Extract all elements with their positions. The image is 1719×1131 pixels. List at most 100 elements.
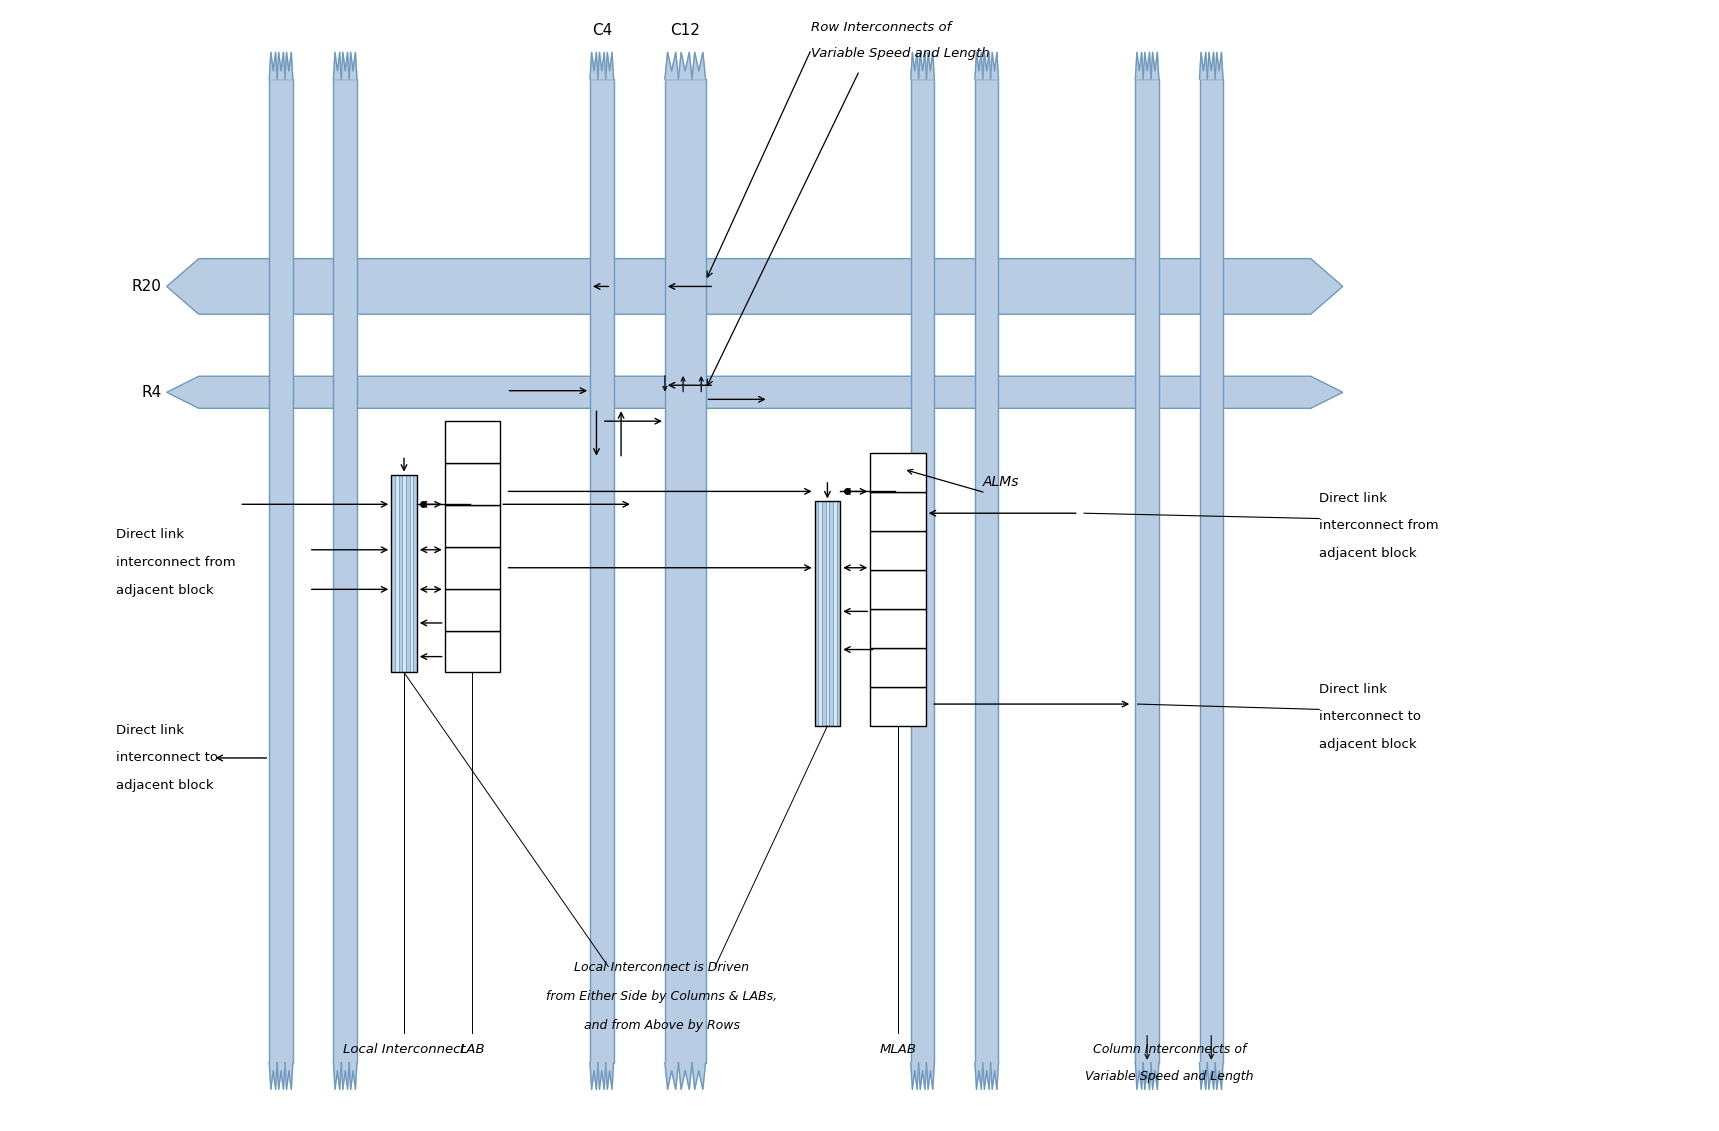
Bar <box>395 475 399 673</box>
Polygon shape <box>1215 52 1222 79</box>
Bar <box>445 588 500 631</box>
Polygon shape <box>277 1063 285 1089</box>
Polygon shape <box>679 1063 693 1089</box>
Polygon shape <box>590 1063 598 1089</box>
Bar <box>837 501 841 726</box>
Polygon shape <box>342 1063 349 1089</box>
Text: LAB: LAB <box>459 1044 485 1056</box>
Bar <box>392 475 416 673</box>
Text: MLAB: MLAB <box>880 1044 916 1056</box>
Bar <box>399 475 402 673</box>
Polygon shape <box>1215 1063 1222 1089</box>
Text: Local Interconnect: Local Interconnect <box>342 1044 466 1056</box>
Polygon shape <box>693 1063 705 1089</box>
Polygon shape <box>983 52 990 79</box>
Bar <box>445 421 500 463</box>
Text: interconnect from: interconnect from <box>117 556 236 569</box>
Polygon shape <box>342 52 349 79</box>
Polygon shape <box>1152 1063 1159 1089</box>
Text: Local Interconnect is Driven: Local Interconnect is Driven <box>574 961 749 974</box>
Bar <box>829 501 834 726</box>
Polygon shape <box>1152 52 1159 79</box>
Text: Direct link: Direct link <box>1318 682 1387 696</box>
Polygon shape <box>1200 52 1207 79</box>
Polygon shape <box>167 259 1343 314</box>
Polygon shape <box>665 1063 679 1089</box>
Polygon shape <box>270 1063 277 1089</box>
Polygon shape <box>983 1063 990 1089</box>
Bar <box>870 570 927 608</box>
Text: interconnect to: interconnect to <box>117 751 218 765</box>
Bar <box>406 475 409 673</box>
Polygon shape <box>598 52 605 79</box>
Bar <box>815 501 841 726</box>
Bar <box>402 475 406 673</box>
Polygon shape <box>349 1063 358 1089</box>
Bar <box>1200 79 1222 1063</box>
Polygon shape <box>605 1063 614 1089</box>
Polygon shape <box>1135 52 1143 79</box>
Polygon shape <box>349 52 358 79</box>
Text: adjacent block: adjacent block <box>117 779 215 792</box>
Polygon shape <box>1143 1063 1152 1089</box>
Polygon shape <box>927 52 935 79</box>
Polygon shape <box>927 1063 935 1089</box>
Polygon shape <box>167 377 1343 408</box>
Polygon shape <box>693 52 705 79</box>
Text: R4: R4 <box>141 385 162 399</box>
Polygon shape <box>990 52 999 79</box>
Text: from Either Side by Columns & LABs,: from Either Side by Columns & LABs, <box>547 990 777 1003</box>
Text: and from Above by Rows: and from Above by Rows <box>584 1019 739 1031</box>
Polygon shape <box>679 52 693 79</box>
Text: Row Interconnects of: Row Interconnects of <box>811 21 952 34</box>
Text: ALMs: ALMs <box>983 475 1019 489</box>
Text: Direct link: Direct link <box>117 528 184 542</box>
Text: Variable Speed and Length: Variable Speed and Length <box>811 46 990 60</box>
Text: adjacent block: adjacent block <box>117 584 215 597</box>
Bar <box>333 79 358 1063</box>
Polygon shape <box>270 52 277 79</box>
Polygon shape <box>1143 52 1152 79</box>
Text: C12: C12 <box>670 24 700 38</box>
Polygon shape <box>333 52 342 79</box>
Polygon shape <box>911 52 918 79</box>
Text: interconnect from: interconnect from <box>1318 519 1439 533</box>
Polygon shape <box>1135 1063 1143 1089</box>
Polygon shape <box>918 52 927 79</box>
Bar <box>1135 79 1159 1063</box>
Bar <box>825 501 829 726</box>
Polygon shape <box>975 1063 983 1089</box>
Text: R20: R20 <box>131 279 162 294</box>
Polygon shape <box>333 1063 342 1089</box>
Polygon shape <box>605 52 614 79</box>
Bar <box>911 79 935 1063</box>
Bar <box>870 687 927 726</box>
Bar <box>413 475 416 673</box>
Bar <box>445 546 500 588</box>
Polygon shape <box>285 52 292 79</box>
Bar <box>834 501 837 726</box>
Polygon shape <box>975 52 983 79</box>
Polygon shape <box>911 1063 918 1089</box>
Polygon shape <box>990 1063 999 1089</box>
Bar <box>818 501 822 726</box>
Polygon shape <box>1207 52 1215 79</box>
Bar <box>822 501 825 726</box>
Bar <box>870 648 927 687</box>
Bar <box>815 501 818 726</box>
Text: adjacent block: adjacent block <box>1318 547 1416 560</box>
Bar <box>870 492 927 532</box>
Bar <box>590 79 614 1063</box>
Text: adjacent block: adjacent block <box>1318 739 1416 751</box>
Text: interconnect to: interconnect to <box>1318 710 1422 724</box>
Bar <box>445 463 500 504</box>
Text: Column Interconnects of: Column Interconnects of <box>1093 1044 1246 1056</box>
Text: C4: C4 <box>591 24 612 38</box>
Text: Direct link: Direct link <box>117 724 184 736</box>
Polygon shape <box>285 1063 292 1089</box>
Bar <box>975 79 999 1063</box>
Text: Variable Speed and Length: Variable Speed and Length <box>1085 1070 1253 1083</box>
Polygon shape <box>1207 1063 1215 1089</box>
Bar <box>392 475 395 673</box>
Bar <box>270 79 292 1063</box>
